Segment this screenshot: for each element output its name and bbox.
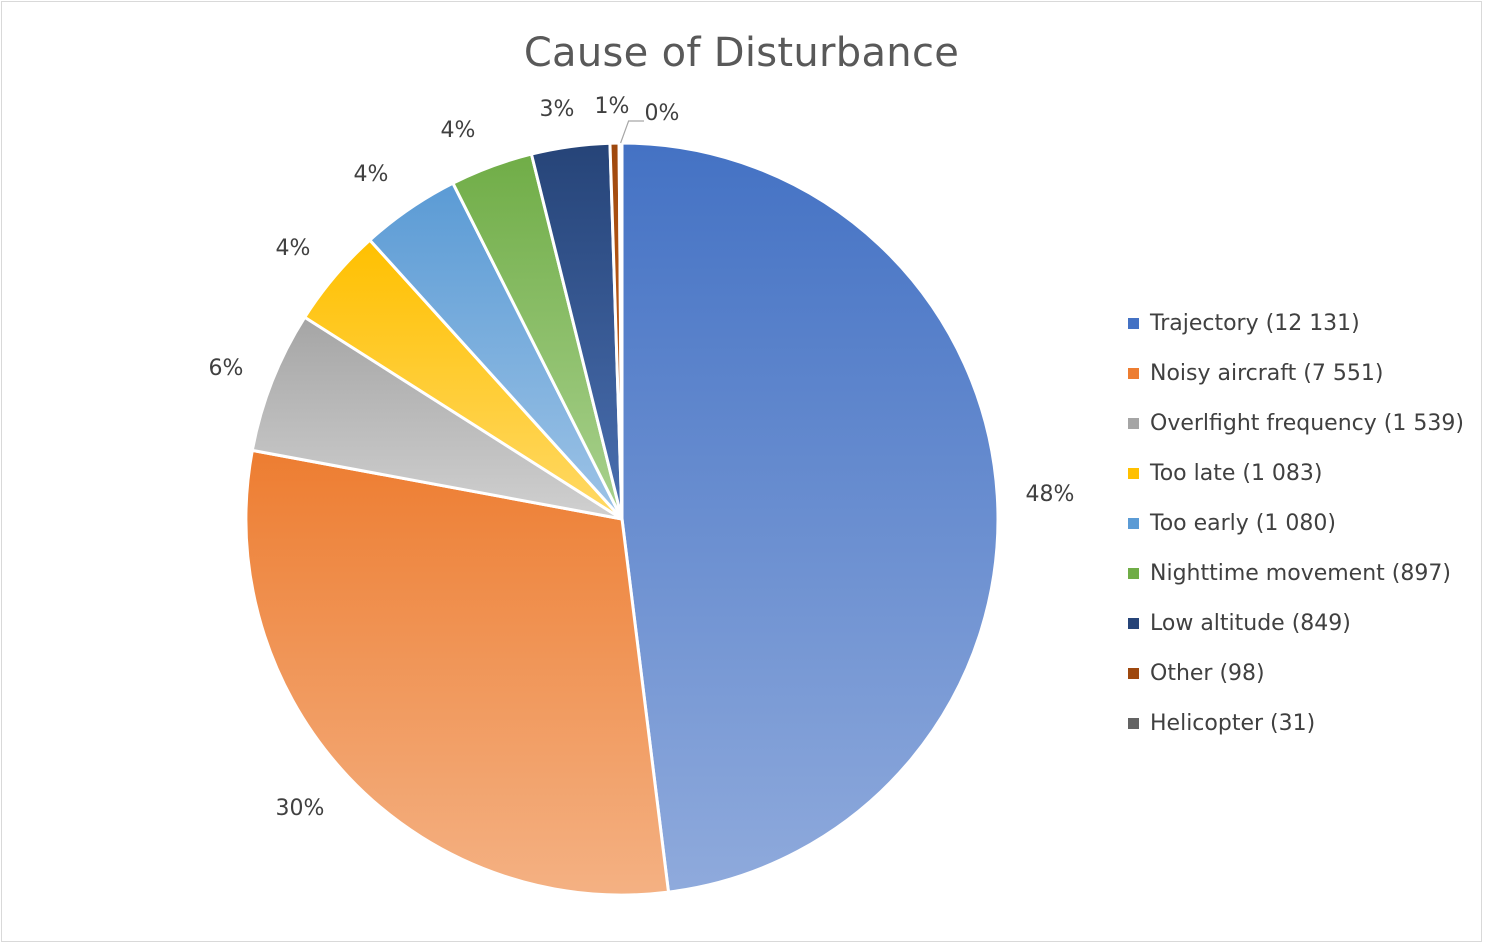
legend-swatch [1128,467,1139,479]
pie-slice-noisy-aircraft [244,448,671,897]
legend-item-trajectory: Trajectory (12 131) [1128,298,1464,348]
pie-slice-helicopter [617,141,624,521]
legend-swatch [1128,617,1139,629]
data-label-too-late: 4% [276,236,311,261]
legend-swatch [1128,667,1139,679]
data-label-nighttime-movement: 4% [441,118,476,143]
legend-item-overlfight-frequency: Overlfight frequency (1 539) [1128,398,1464,448]
legend-item-low-altitude: Low altitude (849) [1128,598,1464,648]
legend-item-other: Other (98) [1128,648,1464,698]
data-label-low-altitude: 3% [540,97,575,122]
data-label-helicopter: 0% [645,101,680,126]
legend-swatch [1128,567,1139,579]
legend-item-nighttime-movement: Nighttime movement (897) [1128,548,1464,598]
legend-item-noisy-aircraft: Noisy aircraft (7 551) [1128,348,1464,398]
legend-label: Too early (1 080) [1150,510,1336,536]
data-label-other: 1% [595,94,630,119]
legend-label: Low altitude (849) [1150,610,1351,636]
legend-label: Overlfight frequency (1 539) [1150,410,1464,436]
data-label-overlfight-frequency: 6% [209,356,244,381]
legend: Trajectory (12 131) Noisy aircraft (7 551… [1128,298,1464,748]
legend-item-helicopter: Helicopter (31) [1128,698,1464,748]
chart-title: Cause of Disturbance [523,30,960,76]
legend-label: Helicopter (31) [1150,710,1316,736]
leader-line-helicopter [620,120,644,144]
legend-swatch [1128,517,1139,529]
legend-label: Trajectory (12 131) [1150,310,1360,336]
data-label-noisy-aircraft: 30% [276,796,325,821]
legend-item-too-late: Too late (1 083) [1128,448,1464,498]
data-label-trajectory: 48% [1026,482,1075,507]
pie-slice-overlfight-frequency [250,315,624,521]
pie-slice-trajectory [620,141,1000,894]
data-label-too-early: 4% [354,162,389,187]
legend-label: Other (98) [1150,660,1265,686]
legend-label: Nighttime movement (897) [1150,560,1451,586]
legend-item-too-early: Too early (1 080) [1128,498,1464,548]
legend-swatch [1128,317,1139,329]
legend-label: Too late (1 083) [1150,460,1323,486]
legend-label: Noisy aircraft (7 551) [1150,360,1384,386]
legend-swatch [1128,417,1139,429]
legend-swatch [1128,367,1139,379]
legend-swatch [1128,717,1139,729]
